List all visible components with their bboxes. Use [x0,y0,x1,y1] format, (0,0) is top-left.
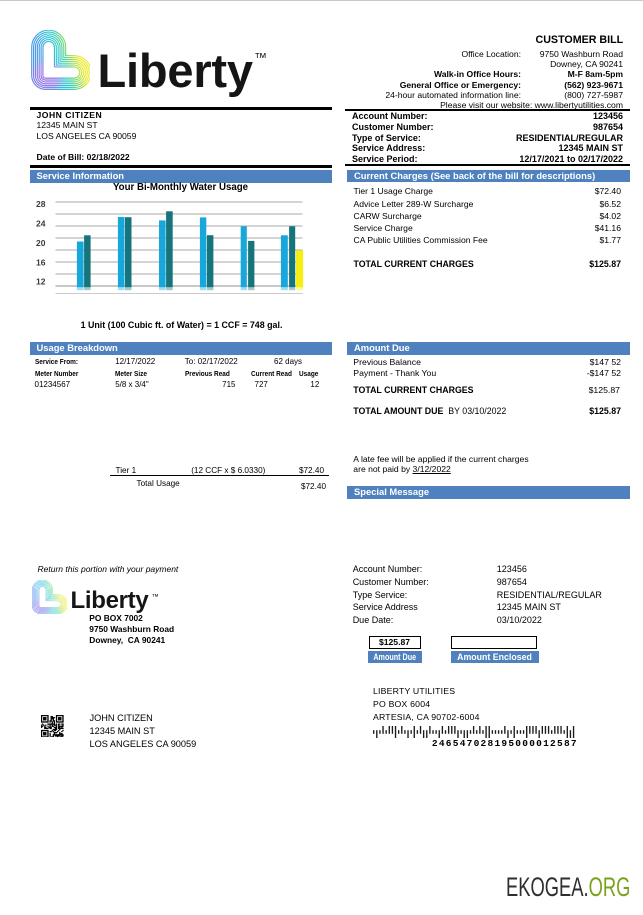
svg-text:12: 12 [36,277,46,287]
svg-text:24: 24 [36,219,46,229]
svg-text:16: 16 [36,258,46,268]
svg-text:20: 20 [36,238,46,248]
svg-text:28: 28 [36,199,46,209]
